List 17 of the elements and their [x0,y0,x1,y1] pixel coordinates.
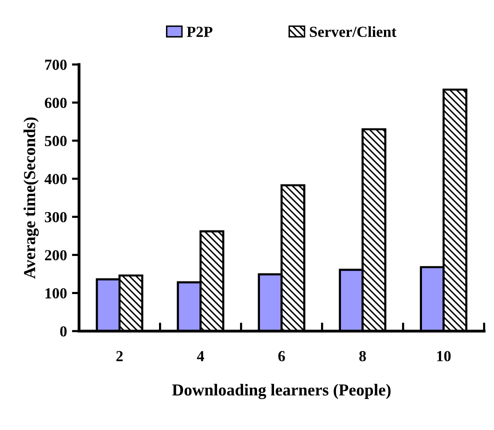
x-tick-label: 4 [196,351,204,362]
x-axis-title: Downloading learners (People) [172,384,391,400]
legend-label: Server/Client [310,26,396,37]
legend-label: P2P [186,26,212,37]
y-tick-label: 300 [44,212,67,222]
x-tick-label: 8 [359,350,366,362]
y-tick-label: 100 [46,288,67,298]
y-tick-label: 0 [60,326,67,337]
x-tick-label: 2 [116,351,123,362]
x-tick-label: 10 [437,350,451,362]
y-tick-label: 500 [44,136,67,146]
y-tick-label: 600 [44,98,67,108]
y-tick-label: 700 [45,60,67,70]
x-tick-label: 6 [278,351,285,362]
y-tick-label: 200 [44,250,67,260]
y-tick-label: 400 [44,174,67,184]
y-axis-title: Average time(Seconds) [24,117,39,279]
